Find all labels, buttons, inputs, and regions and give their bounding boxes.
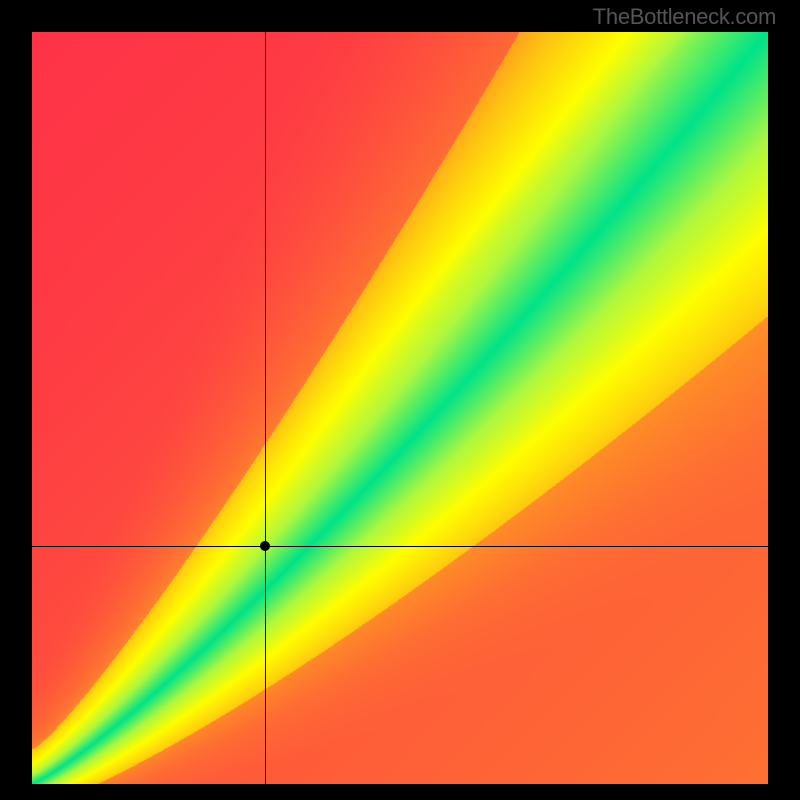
- plot-area: [32, 32, 768, 784]
- heatmap-canvas: [32, 32, 768, 784]
- crosshair-point: [260, 541, 270, 551]
- watermark-text: TheBottleneck.com: [593, 4, 776, 30]
- crosshair-vertical: [265, 32, 266, 784]
- crosshair-horizontal: [32, 546, 768, 547]
